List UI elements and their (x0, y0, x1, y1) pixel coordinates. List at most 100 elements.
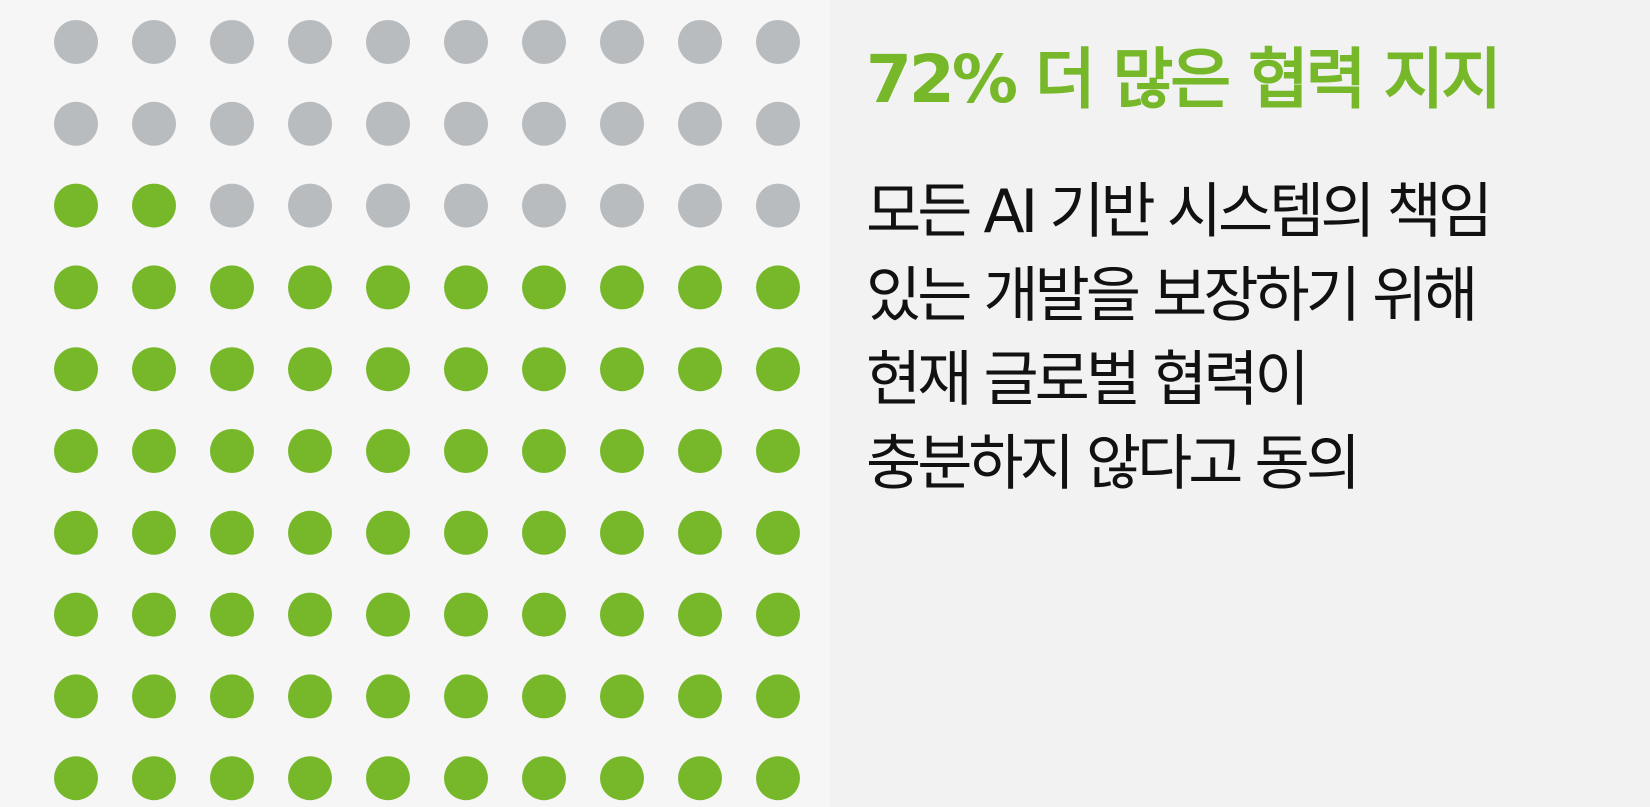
filled-dot (288, 756, 332, 801)
filled-dot (444, 592, 488, 637)
filled-dot (444, 674, 488, 719)
filled-dot (444, 265, 488, 310)
empty-dot (444, 20, 488, 64)
filled-dot (288, 429, 332, 473)
filled-dot (210, 265, 254, 310)
filled-dot (132, 183, 176, 228)
empty-dot (288, 183, 332, 228)
empty-dot (366, 101, 410, 146)
filled-dot (600, 429, 644, 473)
filled-dot (444, 429, 488, 473)
empty-dot (756, 20, 800, 64)
empty-dot (522, 101, 566, 146)
filled-dot (756, 510, 800, 555)
filled-dot (756, 756, 800, 801)
filled-dot (678, 592, 722, 637)
filled-dot (132, 265, 176, 310)
empty-dot (210, 183, 254, 228)
filled-dot (522, 510, 566, 555)
filled-dot (522, 429, 566, 473)
empty-dot (366, 183, 410, 228)
filled-dot (210, 429, 254, 473)
filled-dot (54, 592, 98, 637)
filled-dot (288, 510, 332, 555)
empty-dot (210, 101, 254, 146)
empty-dot (132, 20, 176, 64)
empty-dot (288, 20, 332, 64)
filled-dot (678, 347, 722, 392)
empty-dot (54, 101, 98, 146)
filled-dot (210, 347, 254, 392)
filled-dot (756, 429, 800, 473)
filled-dot (444, 510, 488, 555)
filled-dot (132, 429, 176, 473)
filled-dot (522, 347, 566, 392)
filled-dot (366, 674, 410, 719)
filled-dot (522, 265, 566, 310)
filled-dot (756, 674, 800, 719)
filled-dot (678, 510, 722, 555)
filled-dot (132, 756, 176, 801)
filled-dot (600, 592, 644, 637)
filled-dot (54, 429, 98, 473)
filled-dot (366, 429, 410, 473)
empty-dot (756, 183, 800, 228)
filled-dot (132, 592, 176, 637)
filled-dot (366, 756, 410, 801)
filled-dot (54, 510, 98, 555)
empty-dot (678, 20, 722, 64)
filled-dot (678, 265, 722, 310)
empty-dot (522, 20, 566, 64)
filled-dot (210, 674, 254, 719)
filled-dot (522, 756, 566, 801)
empty-dot (444, 183, 488, 228)
empty-dot (522, 183, 566, 228)
filled-dot (600, 756, 644, 801)
filled-dot (288, 674, 332, 719)
empty-dot (366, 20, 410, 64)
chart-title: 72% 더 많은 협력 지지 (866, 41, 1499, 118)
filled-dot (600, 347, 644, 392)
filled-dot (132, 347, 176, 392)
empty-dot (600, 101, 644, 146)
filled-dot (288, 347, 332, 392)
empty-dot (678, 101, 722, 146)
body-line: 충분하지 않다고 동의 (866, 429, 1357, 499)
filled-dot (756, 265, 800, 310)
filled-dot (600, 674, 644, 719)
filled-dot (600, 510, 644, 555)
filled-dot (132, 674, 176, 719)
filled-dot (54, 756, 98, 801)
filled-dot (678, 429, 722, 473)
filled-dot (366, 592, 410, 637)
filled-dot (600, 265, 644, 310)
filled-dot (756, 347, 800, 392)
filled-dot (756, 592, 800, 637)
body-line: 현재 글로벌 협력이 (866, 345, 1306, 415)
filled-dot (210, 510, 254, 555)
body-line: 모든 AI 기반 시스템의 책임 (866, 177, 1489, 247)
filled-dot (132, 510, 176, 555)
filled-dot (366, 510, 410, 555)
empty-dot (132, 101, 176, 146)
filled-dot (54, 183, 98, 228)
empty-dot (54, 20, 98, 64)
empty-dot (600, 20, 644, 64)
filled-dot (54, 265, 98, 310)
filled-dot (366, 347, 410, 392)
empty-dot (600, 183, 644, 228)
filled-dot (210, 592, 254, 637)
filled-dot (288, 592, 332, 637)
filled-dot (54, 347, 98, 392)
filled-dot (366, 265, 410, 310)
empty-dot (444, 101, 488, 146)
empty-dot (288, 101, 332, 146)
filled-dot (678, 756, 722, 801)
filled-dot (522, 674, 566, 719)
filled-dot (444, 347, 488, 392)
filled-dot (678, 674, 722, 719)
empty-dot (678, 183, 722, 228)
empty-dot (210, 20, 254, 64)
